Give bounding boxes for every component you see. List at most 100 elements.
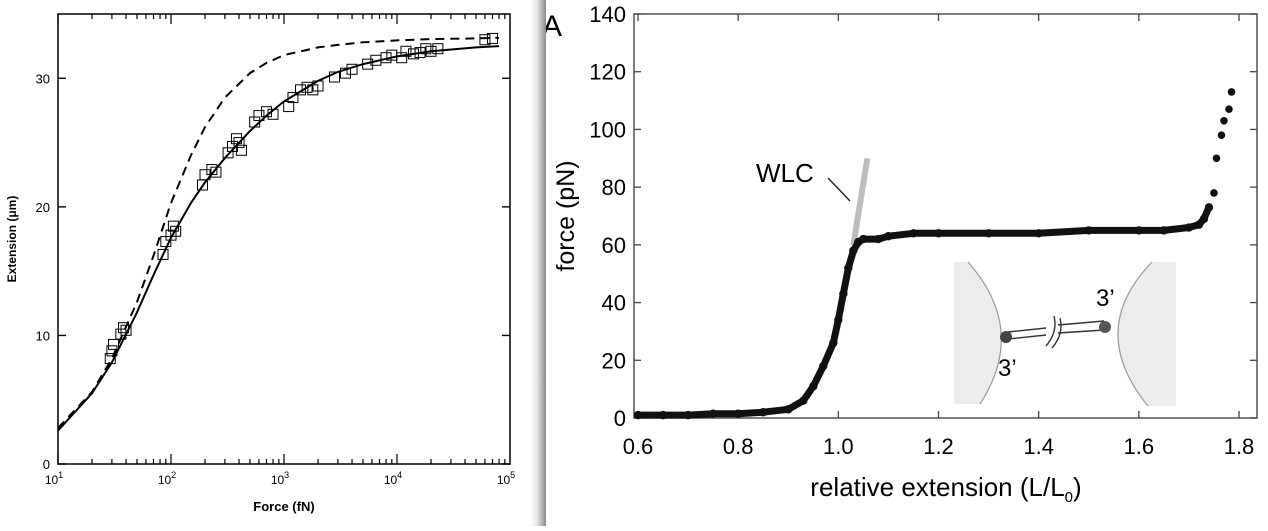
data-point-dot <box>934 229 943 238</box>
data-point-dot <box>1225 105 1233 114</box>
left-bead-surface <box>954 262 1002 404</box>
data-point-square <box>287 92 299 104</box>
y-tick-label: 0 <box>43 457 50 472</box>
x-axis-title-end: ) <box>1073 472 1082 502</box>
data-point-square <box>425 45 437 57</box>
x-tick-label: 104 <box>384 470 402 487</box>
x-tick-label-base: 10 <box>497 473 511 487</box>
y-tick-labels: 0 20 40 60 80 100 120 140 <box>589 2 626 431</box>
data-point-dot <box>1194 220 1204 229</box>
data-point-square <box>118 322 130 334</box>
x-tick-label: 0.8 <box>723 434 754 459</box>
y-tick-label: 30 <box>36 71 50 86</box>
break-mark-1 <box>1045 315 1056 347</box>
data-point-dot <box>1210 189 1218 197</box>
data-point-dot <box>829 338 838 348</box>
dna-strand-upper-right <box>1057 320 1105 326</box>
plot-frame <box>57 13 511 465</box>
data-point-dot <box>884 232 893 241</box>
x-tick-label: 1.2 <box>923 434 954 459</box>
inset-label-bottom: 3’ <box>998 355 1017 382</box>
force-vs-relative-extension-chart: A 0.6 0.8 1.0 1.2 1.4 1.6 1.8 0 20 40 60 80 100 120 1… <box>542 0 1268 526</box>
data-point-dot <box>984 229 993 238</box>
data-point-dot <box>849 246 858 255</box>
data-point-square <box>396 52 408 64</box>
data-point-square <box>479 34 491 46</box>
data-point-square <box>339 67 351 79</box>
x-tick-label-base: 10 <box>271 473 285 487</box>
dna-strand-upper <box>1007 327 1047 333</box>
data-point-square <box>380 52 392 64</box>
y-tick-label: 20 <box>602 348 626 373</box>
data-point-square <box>206 164 218 176</box>
wlc-curve <box>850 157 871 246</box>
data-point-dot <box>1159 226 1169 235</box>
dashed-model-curve <box>57 36 500 429</box>
data-point-square <box>226 140 238 152</box>
panel-letter: A <box>546 10 562 43</box>
data-point-square <box>210 166 222 178</box>
x-tick-label-exponent: 5 <box>510 470 515 480</box>
data-point-dot <box>1227 88 1236 96</box>
data-point-dot <box>834 315 843 325</box>
x-tick-labels: 101 102 103 104 105 <box>45 470 515 487</box>
y-tick-label: 80 <box>602 175 626 200</box>
x-tick-label: 0.6 <box>623 434 654 459</box>
y-tick-label: 20 <box>36 200 50 215</box>
data-point-dot <box>839 289 848 299</box>
data-point-dot <box>1084 226 1093 235</box>
x-tick-labels: 0.6 0.8 1.0 1.2 1.4 1.6 1.8 <box>623 434 1255 459</box>
data-point-square <box>283 101 295 113</box>
model-curves <box>57 36 500 432</box>
right-attachment-bead <box>1099 321 1111 333</box>
wlc-label: WLC <box>756 158 814 188</box>
x-tick-label: 101 <box>45 470 63 487</box>
data-point-square <box>233 137 245 149</box>
x-tick-label: 103 <box>271 470 289 487</box>
x-tick-label-exponent: 2 <box>171 470 176 480</box>
data-point-square <box>120 324 132 336</box>
x-tick-label-exponent: 4 <box>397 470 402 480</box>
y-tick-labels: 0 10 20 30 <box>36 71 50 472</box>
data-point-square <box>486 32 498 44</box>
x-axis-title: relative extension (L/L0) <box>810 472 1081 506</box>
data-point-dot <box>708 409 718 418</box>
y-tick-label: 60 <box>602 233 626 258</box>
y-tick-label: 120 <box>589 60 626 85</box>
data-point-dot <box>1199 214 1209 224</box>
data-point-dot <box>909 229 918 238</box>
dna-strand-lower-right <box>1057 329 1105 334</box>
data-point-dot <box>1034 229 1043 238</box>
data-point-square <box>222 147 234 159</box>
solid-model-curve <box>57 45 500 432</box>
data-point-dot <box>658 410 668 420</box>
data-point-dot <box>1204 203 1214 212</box>
data-point-square <box>260 106 272 118</box>
data-point-dot <box>799 396 808 405</box>
x-tick-label-base: 10 <box>384 473 398 487</box>
x-tick-label-base: 10 <box>158 473 172 487</box>
data-point-dot <box>1217 131 1226 139</box>
data-point-square <box>346 63 358 75</box>
x-tick-label-base: 10 <box>45 473 59 487</box>
data-point-dot <box>784 405 793 414</box>
data-point-square <box>106 345 118 357</box>
data-point-dot <box>733 409 743 418</box>
y-tick-label: 10 <box>36 328 50 343</box>
page-gutter-shadow <box>530 0 546 526</box>
y-tick-label: 40 <box>602 291 626 316</box>
data-point-square <box>108 338 120 350</box>
x-tick-label-exponent: 3 <box>284 470 289 480</box>
extension-vs-force-chart: 101 102 103 104 105 0 10 20 30 Force (fN) Exten… <box>0 0 530 526</box>
data-point-dot <box>809 382 818 391</box>
y-tick-label: 0 <box>614 406 626 431</box>
plot-frame <box>633 13 1258 419</box>
break-mark-2 <box>1051 317 1062 349</box>
bead-schematic-inset: 3’ 3’ <box>954 261 1176 407</box>
y-axis-title: Extension (μm) <box>5 196 19 283</box>
right-bead-surface <box>1117 262 1176 406</box>
data-point-square <box>400 45 412 57</box>
data-point-dot <box>859 234 868 244</box>
data-point-square <box>267 108 279 120</box>
